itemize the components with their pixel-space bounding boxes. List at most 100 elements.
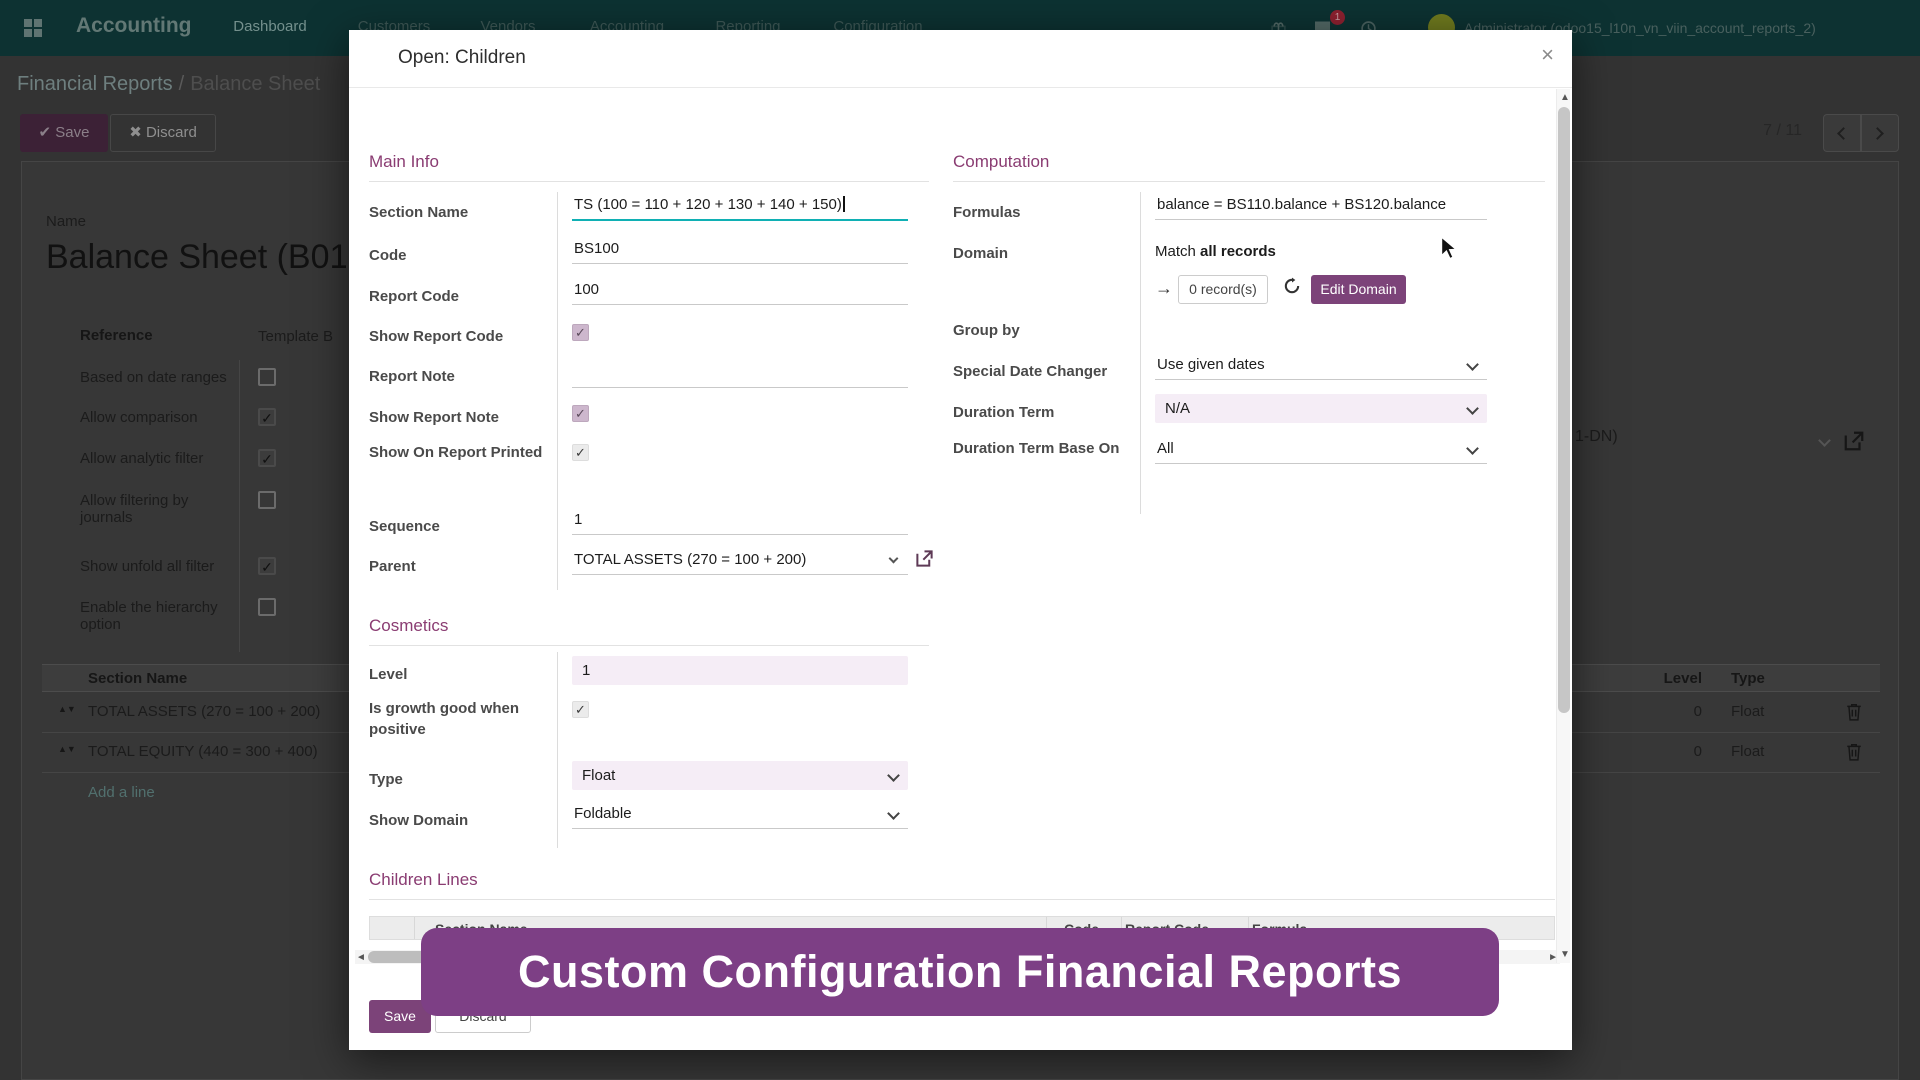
refresh-icon[interactable] xyxy=(1283,277,1301,300)
duration-term-label: Duration Term xyxy=(953,404,1055,421)
save-button[interactable]: ✔ Save xyxy=(20,114,108,152)
breadcrumb-parent[interactable]: Financial Reports xyxy=(17,73,173,95)
pager-previous-button[interactable] xyxy=(1823,114,1861,152)
group-by-label: Group by xyxy=(953,322,1020,339)
menu-dashboard[interactable]: Dashboard xyxy=(233,18,307,35)
column-type: Type xyxy=(1731,670,1765,687)
dialog-save-button[interactable]: Save xyxy=(369,1000,431,1033)
scroll-right-icon[interactable]: ► xyxy=(1548,952,1558,963)
record-title: Balance Sheet (B01 xyxy=(46,238,346,276)
external-link-icon[interactable] xyxy=(1843,430,1865,457)
checkbox-enable-hierarchy-option[interactable] xyxy=(258,598,276,616)
arrow-right-icon: → xyxy=(1155,278,1173,298)
open-children-dialog: Open: Children × Main Info Section Name … xyxy=(349,30,1572,1050)
vertical-scroll-thumb[interactable] xyxy=(1558,107,1570,713)
level-label: Level xyxy=(369,666,408,683)
scroll-down-icon[interactable]: ▼ xyxy=(1560,949,1570,960)
level-input[interactable]: 1 xyxy=(572,656,908,685)
show-domain-select[interactable]: Foldable xyxy=(572,801,908,829)
section-name-label: Section Name xyxy=(369,204,469,221)
discard-button[interactable]: ✖ Discard xyxy=(110,114,216,152)
show-report-note-label: Show Report Note xyxy=(369,409,499,426)
checkbox-allow-filtering-by-journals[interactable] xyxy=(258,491,276,509)
checkbox-show-report-note[interactable]: ✓ xyxy=(572,405,589,422)
option-label: Enable the hierarchy option xyxy=(80,599,218,633)
banner-text: Custom Configuration Financial Reports xyxy=(517,946,1403,997)
section-main-info: Main Info xyxy=(369,152,929,182)
duration-term-base-on-label: Duration Term Base On xyxy=(953,440,1120,457)
reference-label: Reference xyxy=(80,327,153,344)
checkbox-show-report-code[interactable]: ✓ xyxy=(572,324,589,341)
section-computation: Computation xyxy=(953,152,1545,182)
drag-handle-icon[interactable]: ▲▼ xyxy=(58,744,76,754)
records-count-button[interactable]: 0 record(s) xyxy=(1178,275,1268,304)
section-cosmetics: Cosmetics xyxy=(369,616,929,646)
code-input[interactable]: BS100 xyxy=(572,236,908,264)
report-code-input[interactable]: 100 xyxy=(572,277,908,305)
option-label: Based on date ranges xyxy=(80,369,227,386)
video-caption-banner: Custom Configuration Financial Reports xyxy=(421,928,1499,1016)
edit-domain-button[interactable]: Edit Domain xyxy=(1311,275,1406,304)
dialog-header: Open: Children × xyxy=(349,30,1572,88)
reference-value: Template B xyxy=(258,328,334,345)
option-label: Allow filtering by journals xyxy=(80,492,189,526)
code-label: Code xyxy=(369,247,407,264)
sequence-label: Sequence xyxy=(369,518,440,535)
parent-external-link-icon[interactable] xyxy=(915,549,934,573)
report-note-label: Report Note xyxy=(369,368,455,385)
add-a-line-link[interactable]: Add a line xyxy=(88,784,155,801)
formulas-input[interactable]: balance = BS110.balance + BS120.balance xyxy=(1155,192,1487,220)
text-cursor xyxy=(842,196,845,212)
section-children-lines: Children Lines xyxy=(369,870,1555,900)
type-select[interactable]: Float xyxy=(572,761,908,790)
duration-term-base-on-select[interactable]: All xyxy=(1155,436,1487,464)
checkbox-based-on-date-ranges[interactable] xyxy=(258,368,276,386)
message-count-badge: 1 xyxy=(1330,10,1345,25)
special-date-changer-label: Special Date Changer xyxy=(953,363,1108,380)
option-label: Show unfold all filter xyxy=(80,558,215,575)
report-note-input[interactable] xyxy=(572,360,908,388)
parent-label: Parent xyxy=(369,558,416,575)
show-on-report-printed-label: Show On Report Printed xyxy=(369,444,543,461)
show-report-code-label: Show Report Code xyxy=(369,328,504,345)
breadcrumb-current: Balance Sheet xyxy=(190,73,321,95)
growth-label: Is growth good when positive xyxy=(369,700,519,738)
option-label: Allow comparison xyxy=(80,409,198,426)
name-field-label: Name xyxy=(46,213,87,230)
delete-row-icon[interactable] xyxy=(1846,703,1862,726)
scroll-left-icon[interactable]: ◄ xyxy=(356,952,366,963)
checkbox-allow-analytic-filter[interactable]: ✓ xyxy=(258,449,276,467)
checkbox-show-on-report-printed[interactable]: ✓ xyxy=(572,444,589,461)
column-level: Level xyxy=(1663,670,1702,687)
close-icon[interactable]: × xyxy=(1541,42,1554,67)
pager-counter: 7 / 11 xyxy=(1763,122,1802,139)
formulas-label: Formulas xyxy=(953,204,1021,221)
section-name-input[interactable]: TS (100 = 110 + 120 + 130 + 140 + 150) xyxy=(572,192,908,221)
checkbox-allow-comparison[interactable]: ✓ xyxy=(258,408,276,426)
vertical-scrollbar[interactable]: ▲ ▼ xyxy=(1556,89,1570,963)
breadcrumb: Financial Reports / Balance Sheet xyxy=(17,73,321,95)
pager-next-button[interactable] xyxy=(1861,114,1899,152)
sequence-input[interactable]: 1 xyxy=(572,507,908,535)
checkbox-show-unfold-all-filter[interactable]: ✓ xyxy=(258,557,276,575)
drag-handle-icon[interactable]: ▲▼ xyxy=(58,704,76,714)
report-code-label: Report Code xyxy=(369,288,459,305)
column-section-name: Section Name xyxy=(88,670,188,687)
domain-match-text: Match all records xyxy=(1155,243,1276,260)
domain-label: Domain xyxy=(953,245,1009,262)
duration-term-select[interactable]: N/A xyxy=(1155,394,1487,423)
mouse-cursor xyxy=(1440,235,1462,265)
app-brand[interactable]: Accounting xyxy=(76,14,192,37)
parent-input[interactable]: TOTAL ASSETS (270 = 100 + 200) xyxy=(572,547,908,575)
show-domain-label: Show Domain xyxy=(369,812,469,829)
type-label: Type xyxy=(369,771,403,788)
reference-right-fragment: 1-DN) xyxy=(1575,428,1618,445)
form-column-divider xyxy=(239,360,240,652)
checkbox-is-growth-good[interactable]: ✓ xyxy=(572,701,589,718)
scroll-up-icon[interactable]: ▲ xyxy=(1560,92,1570,103)
delete-row-icon[interactable] xyxy=(1846,743,1862,766)
apps-grid-icon[interactable] xyxy=(24,19,42,37)
special-date-changer-select[interactable]: Use given dates xyxy=(1155,352,1487,380)
option-label: Allow analytic filter xyxy=(80,450,204,467)
